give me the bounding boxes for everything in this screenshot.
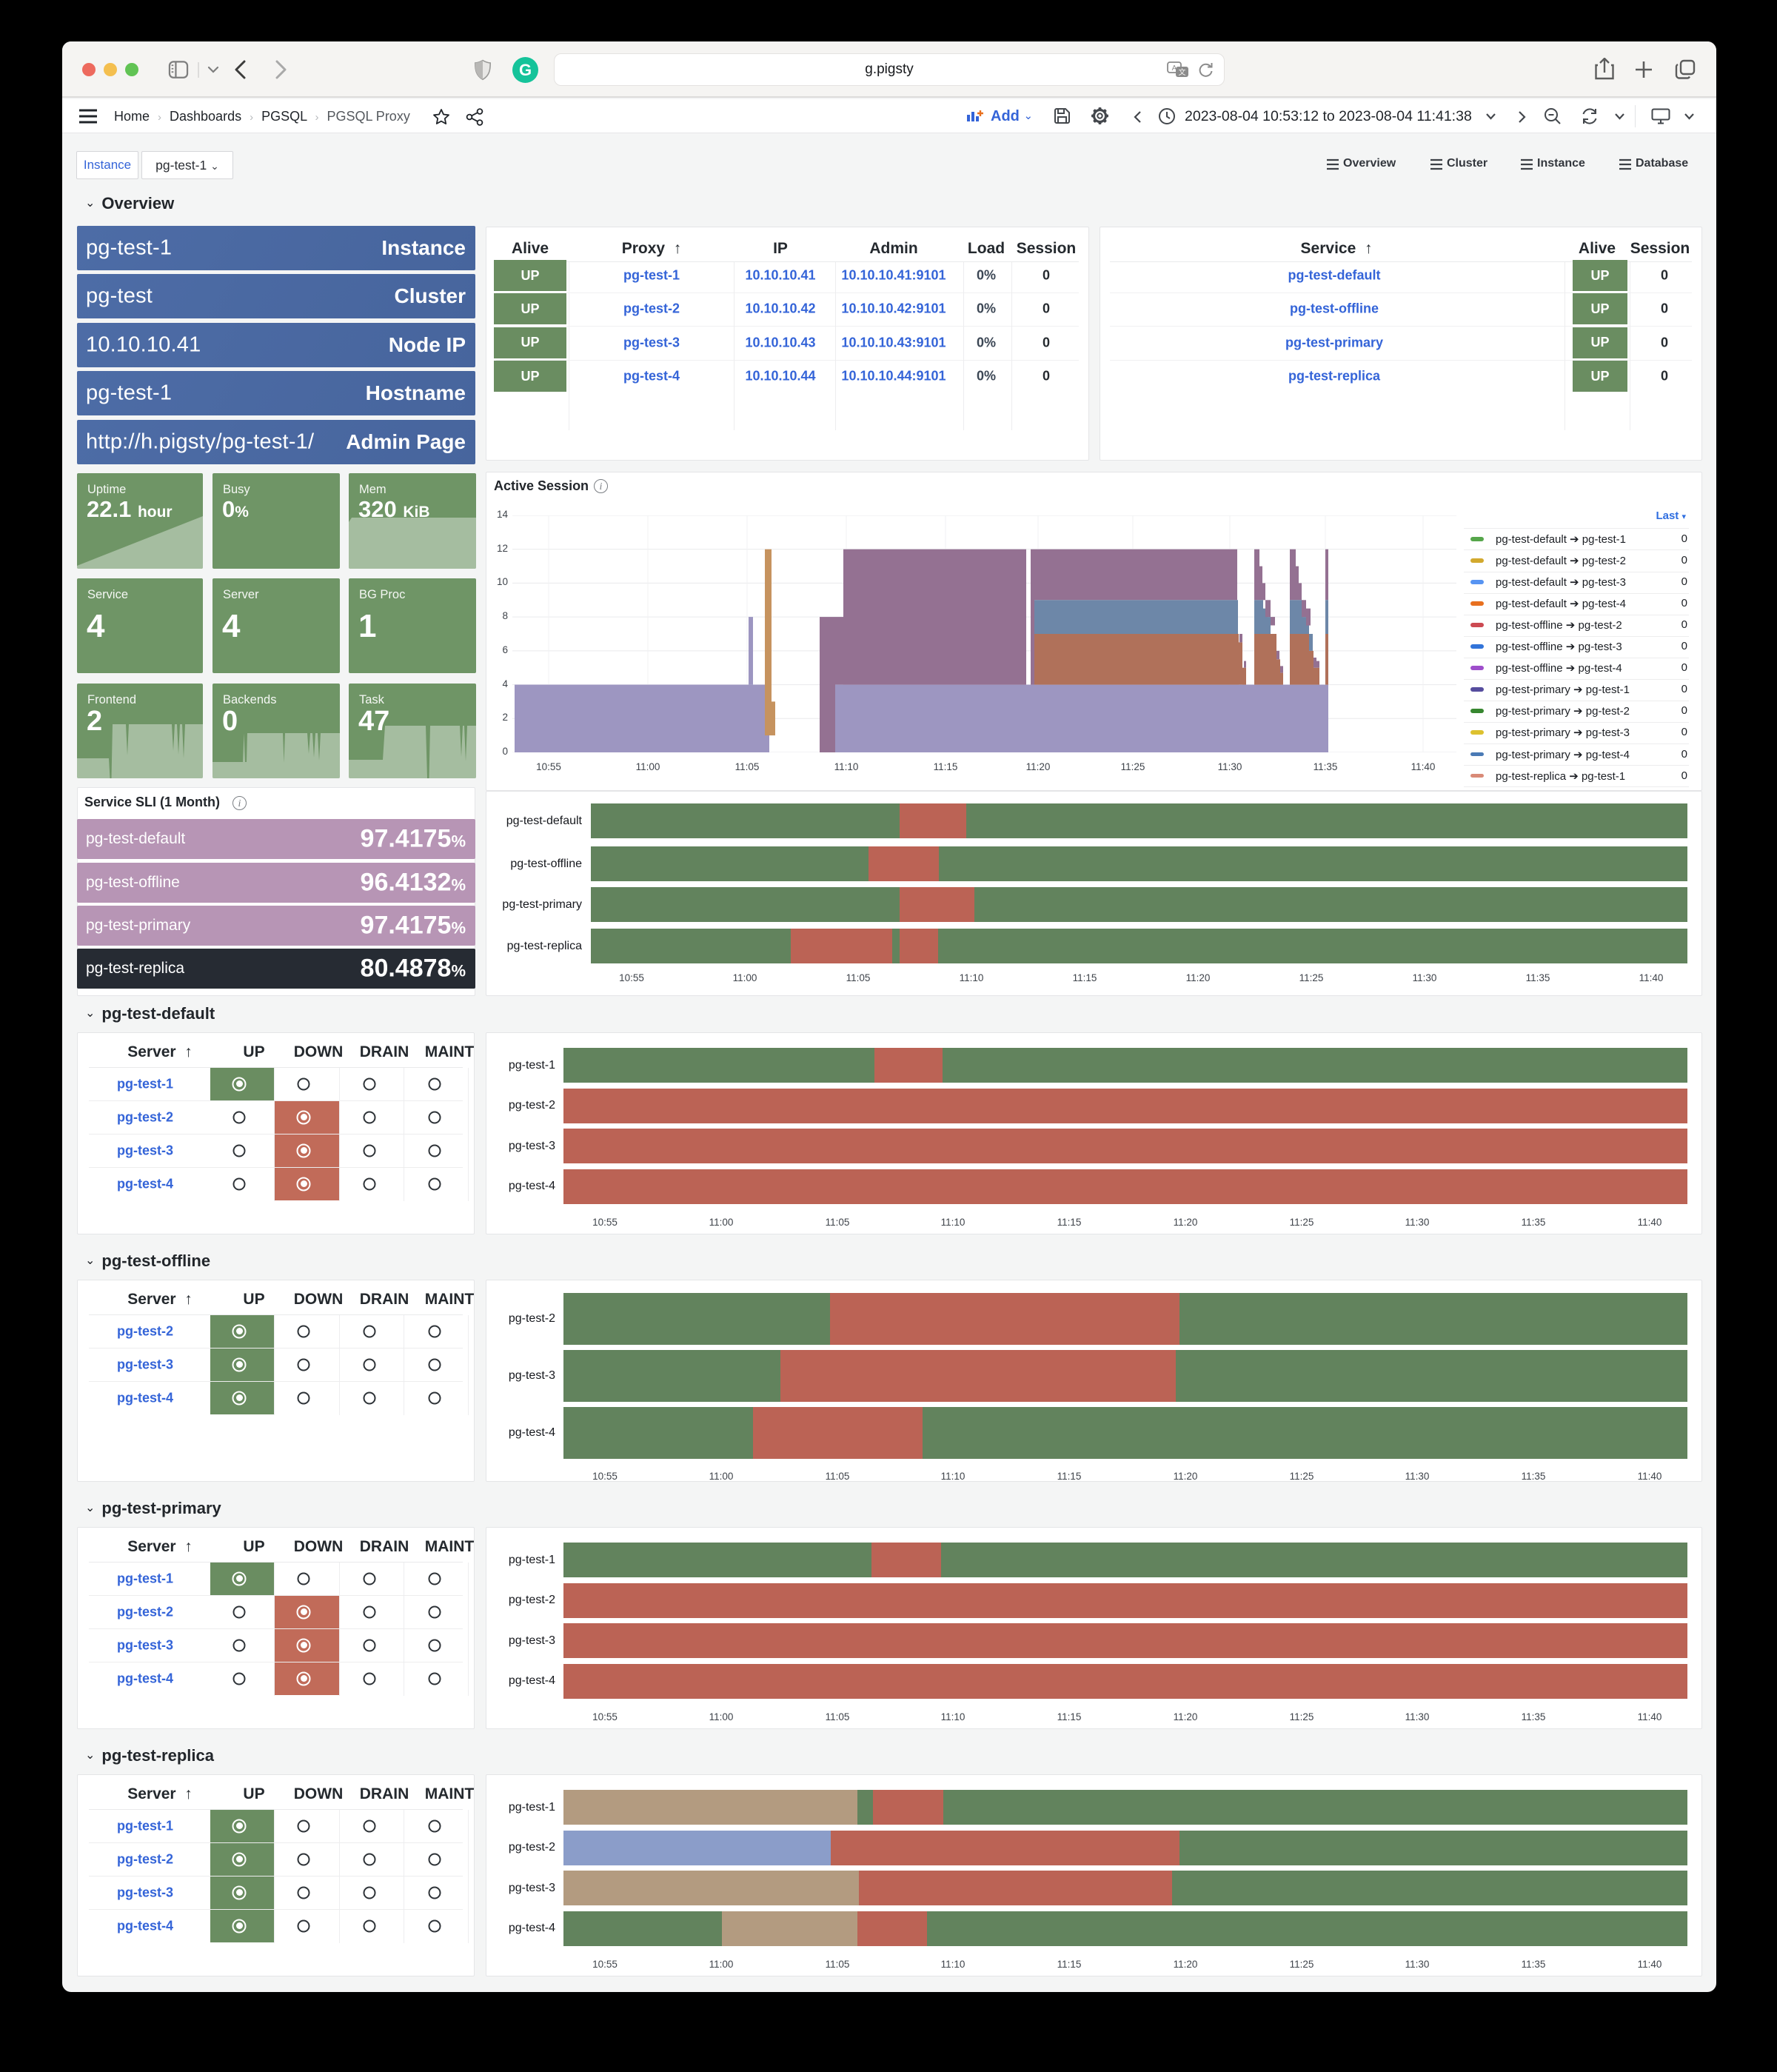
svg-text:文: 文 bbox=[1179, 67, 1186, 77]
svg-text:A: A bbox=[1172, 64, 1177, 73]
